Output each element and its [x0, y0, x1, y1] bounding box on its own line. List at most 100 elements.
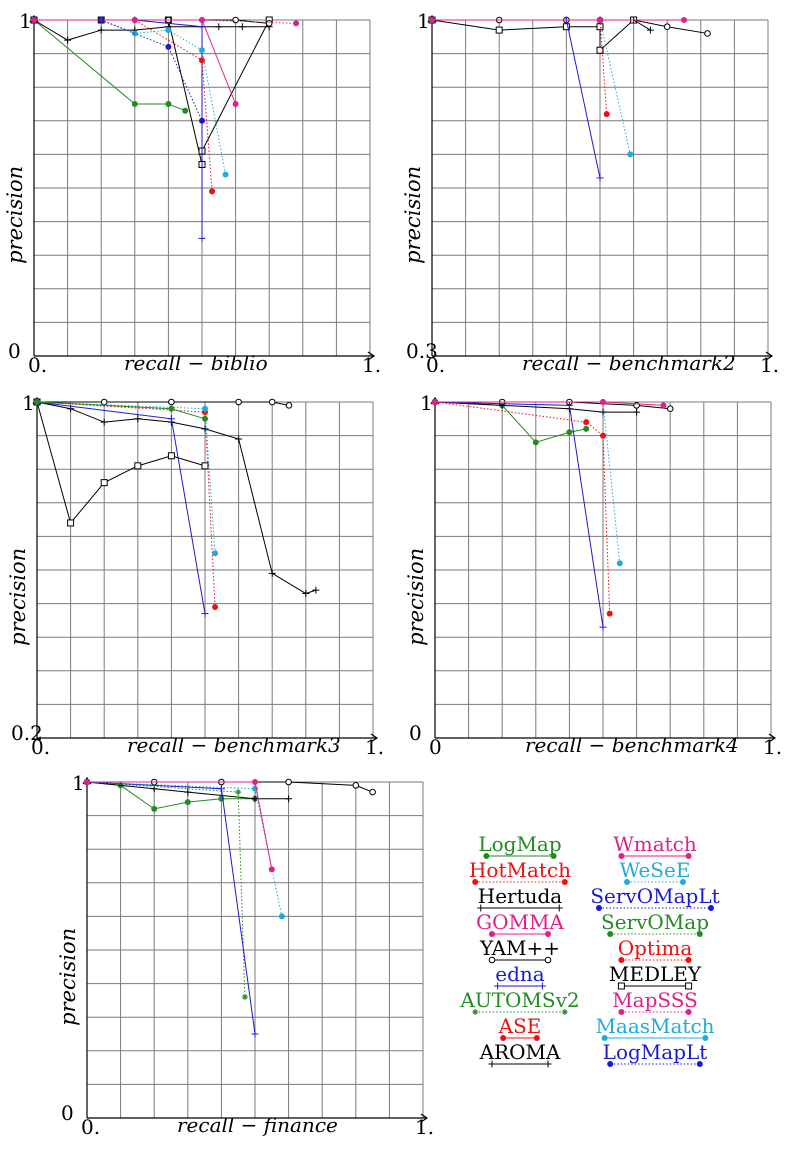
x-axis-arrow — [768, 733, 777, 743]
x-tick-start: 0. — [31, 735, 50, 759]
y-tick-start: 0.3 — [406, 339, 438, 363]
chart-4: 0 1. 0 1 recall − benchmark4 precision — [404, 391, 782, 759]
data-point — [235, 789, 242, 796]
data-point — [252, 779, 258, 785]
data-point — [182, 107, 189, 114]
series-edna — [428, 16, 604, 182]
legend-label: MEDLEY — [609, 962, 702, 986]
legend-marker — [696, 1061, 703, 1067]
chart-1: 0. 1. 0 1 recall − biblio precision — [3, 9, 381, 377]
data-point — [212, 603, 219, 610]
data-point — [606, 610, 613, 617]
data-point — [232, 101, 239, 107]
x-tick-end: 1. — [763, 735, 782, 759]
legend-marker — [544, 1060, 552, 1068]
x-axis-label: recall − finance — [177, 1113, 338, 1137]
series-line — [36, 401, 317, 595]
y-axis-label: precision — [404, 548, 428, 646]
legend-item-mapsss: MapSSS — [612, 988, 698, 1015]
data-point — [235, 435, 243, 443]
series-line — [87, 781, 273, 870]
data-point — [167, 452, 175, 460]
legend-marker — [550, 853, 557, 859]
legend-marker — [538, 982, 546, 990]
legend-label: Hertuda — [478, 884, 563, 908]
data-point — [681, 17, 687, 23]
series-hotmatch — [31, 17, 216, 195]
series-line — [36, 401, 216, 554]
data-point — [199, 47, 205, 54]
legend-marker — [685, 853, 692, 859]
legend-item-wesee: WeSeE — [620, 858, 690, 885]
grid — [36, 401, 374, 739]
series-line — [434, 401, 611, 614]
data-point — [663, 23, 671, 31]
series-line — [34, 19, 203, 239]
series-hertuda — [562, 16, 654, 34]
legend-item-servomaplt: ServOMapLt — [590, 884, 720, 911]
data-point — [202, 415, 208, 422]
data-point — [600, 432, 606, 439]
data-point — [168, 405, 175, 412]
data-point — [232, 16, 239, 24]
legend-item-logmaplt: LogMapLt — [603, 1040, 707, 1067]
series-line — [34, 19, 270, 165]
data-point — [222, 171, 229, 178]
data-point — [67, 519, 75, 527]
y-tick-start: 0 — [8, 339, 21, 363]
y-axis-label: precision — [401, 166, 425, 264]
data-point — [599, 408, 607, 416]
legend-item-logmap: LogMap — [478, 832, 562, 859]
legend-item-hertuda: Hertuda — [477, 884, 563, 912]
legend-item-servomap: ServOMap — [601, 910, 709, 937]
series-edna — [33, 398, 209, 618]
series-hertuda — [33, 398, 320, 598]
data-point — [184, 799, 191, 806]
data-point — [616, 560, 623, 567]
x-tick-end: 1. — [760, 353, 779, 377]
y-axis-label: precision — [56, 928, 80, 1026]
y-axis-label: precision — [6, 548, 30, 646]
legend-label: ServOMapLt — [590, 884, 719, 908]
legend-item-gomma: GOMMA — [476, 910, 564, 937]
legend-item-hotmatch: HotMatch — [469, 858, 571, 885]
legend-marker — [555, 904, 563, 912]
data-point — [198, 234, 206, 242]
x-axis-arrow — [765, 351, 774, 361]
series-line — [36, 401, 206, 420]
legend-marker — [607, 931, 614, 937]
data-point — [603, 111, 610, 118]
legend-item-ase: ASE — [498, 1014, 541, 1041]
data-point — [241, 994, 248, 1001]
legend-item-wmatch: Wmatch — [613, 832, 697, 859]
legend-marker — [561, 1009, 568, 1015]
data-point — [432, 399, 438, 405]
data-point — [165, 27, 172, 34]
data-point — [201, 610, 209, 618]
legend-label: edna — [495, 962, 545, 986]
legend-label: AROMA — [479, 1040, 561, 1064]
x-axis-label: recall − biblio — [124, 351, 268, 375]
data-point — [131, 101, 138, 107]
legend-label: HotMatch — [469, 858, 571, 882]
legend-label: LogMap — [478, 832, 561, 856]
data-point — [633, 408, 641, 416]
series-line — [36, 401, 206, 525]
data-point — [597, 17, 603, 23]
legend-label: MapSSS — [612, 988, 698, 1012]
series-automsv2 — [84, 779, 248, 1001]
series-line — [36, 401, 216, 607]
x-axis-arrow — [420, 1113, 429, 1123]
x-tick-start: 0. — [426, 353, 445, 377]
data-point — [215, 23, 223, 31]
data-point — [251, 795, 259, 803]
legend-marker — [483, 853, 490, 859]
x-tick-end: 1. — [362, 353, 381, 377]
series-line — [435, 401, 621, 564]
chart-3: 0. 1. 0.2 1 recall − benchmark3 precision — [6, 391, 384, 759]
data-point — [84, 779, 90, 785]
data-point — [293, 20, 300, 27]
data-point — [251, 1030, 259, 1038]
legend-item-edna: edna — [494, 962, 546, 990]
